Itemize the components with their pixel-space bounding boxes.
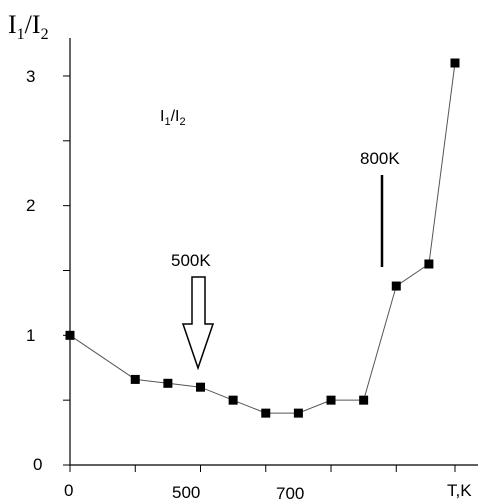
y-tick-label-0: 0 — [33, 455, 42, 474]
data-point-4 — [228, 395, 238, 405]
data-point-6 — [293, 408, 303, 418]
y-tick-label-1: 1 — [26, 326, 35, 345]
data-point-9 — [391, 281, 401, 291]
data-point-0 — [65, 330, 75, 340]
data-point-8 — [359, 395, 369, 405]
x-axis-label: T,K — [447, 481, 472, 499]
annotation-500k-arrow — [181, 276, 215, 371]
annotation-500k-label: 500K — [171, 251, 211, 270]
y-ticks — [63, 75, 70, 466]
y-tick-label-2: 2 — [26, 196, 35, 215]
x-tick-label-700: 700 — [276, 484, 304, 499]
x-tick-label-0: 0 — [64, 481, 73, 499]
x-ticks — [69, 465, 456, 472]
data-point-1 — [130, 374, 140, 384]
y-axis-title: I1/I2 — [8, 10, 49, 43]
annotation-800k-label: 800K — [360, 149, 400, 168]
inner-label: I1/I2 — [160, 108, 186, 128]
series-line — [69, 62, 456, 414]
data-point-11 — [450, 58, 460, 68]
y-tick-label-3: 3 — [26, 67, 35, 86]
data-point-2 — [163, 378, 173, 388]
x-tick-label-500: 500 — [172, 483, 200, 499]
data-point-10 — [424, 259, 434, 269]
data-point-3 — [196, 382, 206, 392]
data-point-5 — [261, 408, 271, 418]
data-series — [65, 58, 460, 418]
data-point-7 — [326, 395, 336, 405]
